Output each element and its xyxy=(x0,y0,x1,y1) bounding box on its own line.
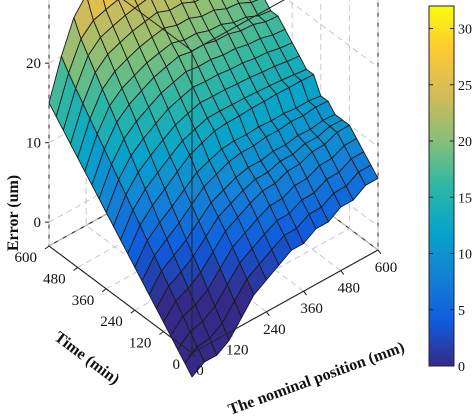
colorbar-tick-label: 25 xyxy=(458,79,472,94)
surface-plot xyxy=(48,0,379,378)
colorbar-gradient xyxy=(428,5,455,367)
y-axis-label: Time (min) xyxy=(51,329,122,389)
x-tick-mark xyxy=(340,270,345,275)
y-tick-label: 480 xyxy=(43,271,66,287)
y-tick-label: 120 xyxy=(129,336,152,352)
y-tick-label: 0 xyxy=(173,357,181,373)
x-tick-mark xyxy=(303,290,308,296)
axes-ticks: 012024036048060001202403604806000102030 xyxy=(15,56,398,379)
y-tick-label: 360 xyxy=(72,293,95,309)
surface-patch xyxy=(184,346,205,378)
box-edge xyxy=(48,245,193,354)
y-tick-mark xyxy=(44,245,50,250)
colorbar-tick-label: 30 xyxy=(458,23,472,38)
y-tick-mark xyxy=(159,331,164,336)
y-tick-label: 240 xyxy=(100,314,123,330)
x-tick-mark xyxy=(377,249,382,255)
box-edge xyxy=(191,249,379,354)
x-tick-mark xyxy=(265,311,270,317)
grid-line-x xyxy=(48,0,193,354)
colorbar-tick-label: 5 xyxy=(458,304,465,319)
colorbar-tick-label: 0 xyxy=(458,360,465,375)
colorbar-tick-label: 10 xyxy=(458,248,472,263)
x-tick-label: 120 xyxy=(226,342,249,358)
x-tick-label: 600 xyxy=(375,260,398,276)
x-tick-label: 0 xyxy=(196,363,204,379)
x-tick-mark xyxy=(228,332,233,337)
colorbar-tick-label: 15 xyxy=(458,191,472,206)
x-axis-label: The nominal position (mm) xyxy=(226,339,407,419)
z-axis-label: Error (um) xyxy=(5,175,22,251)
z-tick-label: 0 xyxy=(34,215,42,231)
y-tick-mark xyxy=(73,267,78,271)
z-tick-label: 20 xyxy=(26,56,41,72)
box-edge xyxy=(191,0,285,52)
y-tick-mark xyxy=(187,352,193,357)
axes-box-front-edges xyxy=(48,0,379,354)
x-tick-label: 480 xyxy=(338,281,361,297)
x-tick-label: 240 xyxy=(263,322,286,338)
x-tick-label: 360 xyxy=(300,301,323,317)
colorbar: 0 5 10 15 20 25 30 xyxy=(428,5,472,375)
z-tick-label: 10 xyxy=(26,136,41,152)
y-tick-mark xyxy=(101,288,107,293)
y-tick-mark xyxy=(130,309,136,314)
colorbar-tick-label: 20 xyxy=(458,135,472,150)
box-edge xyxy=(123,0,193,52)
x-tick-mark xyxy=(191,352,196,358)
y-tick-label: 600 xyxy=(15,250,38,266)
